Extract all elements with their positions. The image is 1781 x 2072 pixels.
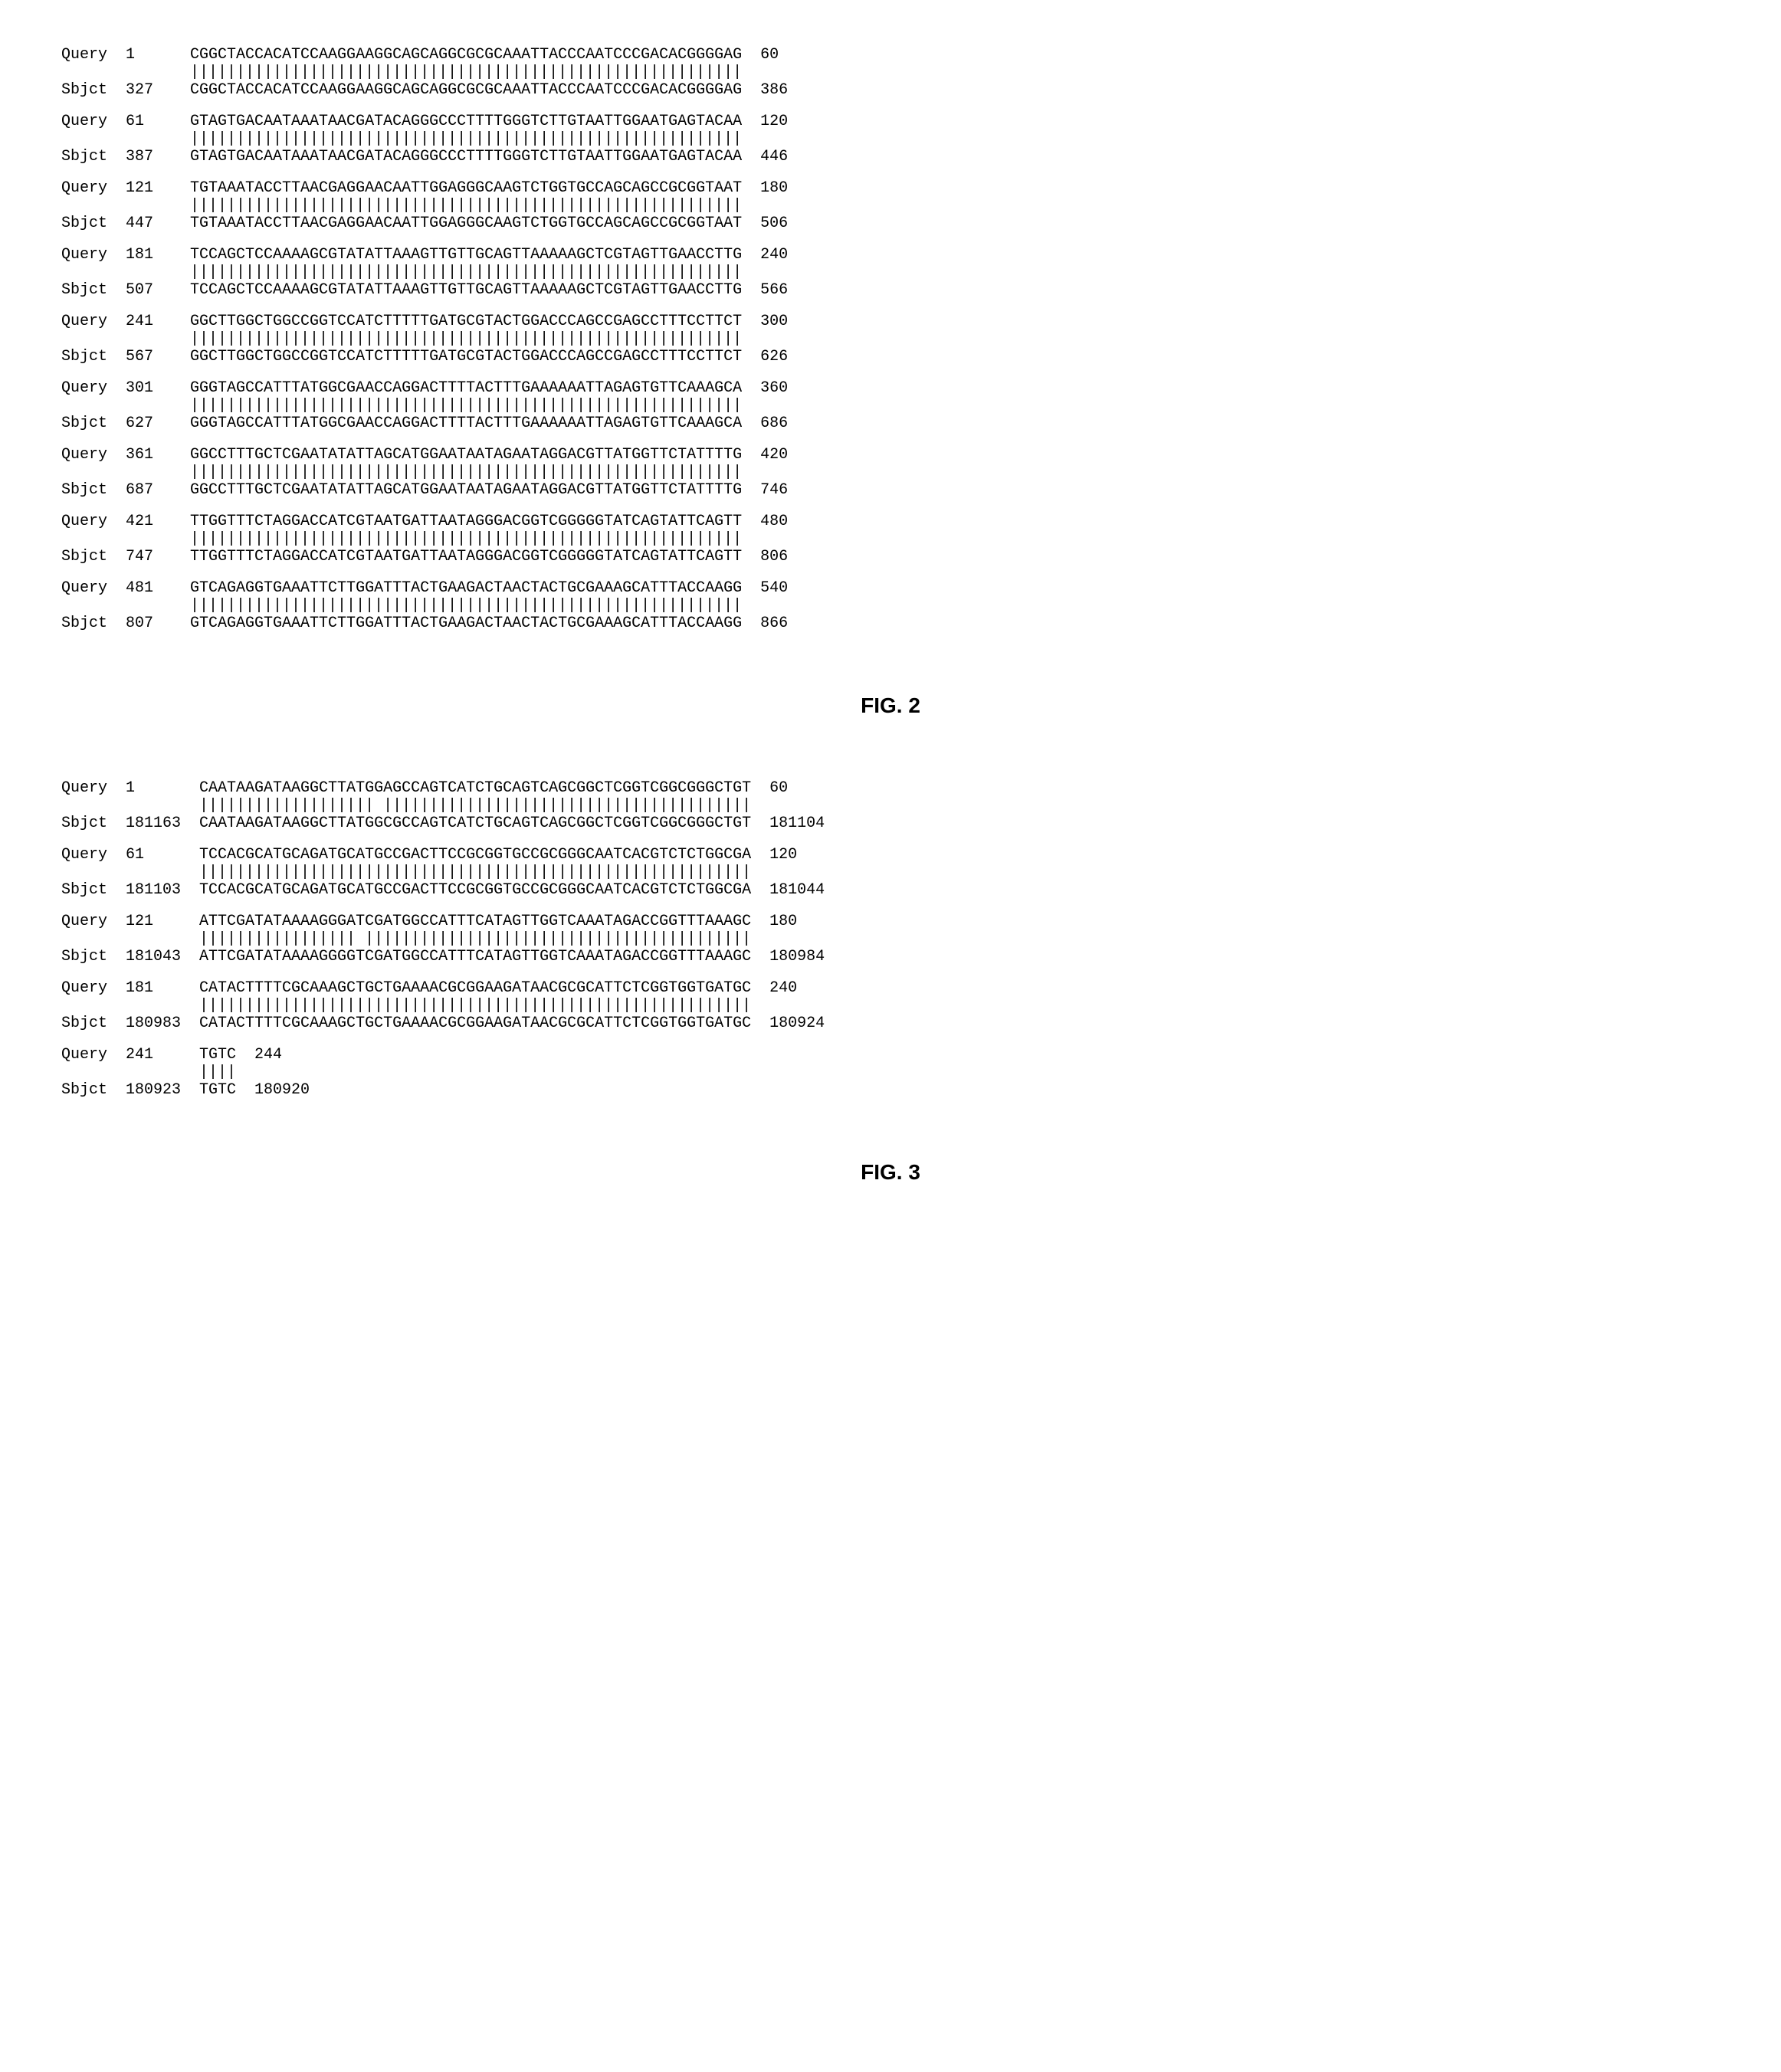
sbjct-line: Sbjct 327 CGGCTACCACATCCAAGGAAGGCAGCAGGC… xyxy=(61,81,1720,99)
query-line: Query 61 GTAGTGACAATAAATAACGATACAGGGCCCT… xyxy=(61,113,1720,130)
alignment-block-fig3: Query 1 CAATAAGATAAGGCTTATGGAGCCAGTCATCT… xyxy=(61,779,1720,1099)
match-line: ||||||||||||||||||||||||||||||||||||||||… xyxy=(61,397,1720,415)
match-line: ||||||||||||||||||||||||||||||||||||||||… xyxy=(61,264,1720,281)
query-line: Query 1 CAATAAGATAAGGCTTATGGAGCCAGTCATCT… xyxy=(61,779,1720,797)
query-line: Query 361 GGCCTTTGCTCGAATATATTAGCATGGAAT… xyxy=(61,446,1720,464)
alignment-pair: Query 241 TGTC 244 ||||Sbjct 180923 TGTC… xyxy=(61,1046,1720,1099)
alignment-pair: Query 181 TCCAGCTCCAAAAGCGTATATTAAAGTTGT… xyxy=(61,246,1720,299)
alignment-pair: Query 301 GGGTAGCCATTTATGGCGAACCAGGACTTT… xyxy=(61,379,1720,432)
sbjct-line: Sbjct 181103 TCCACGCATGCAGATGCATGCCGACTT… xyxy=(61,881,1720,899)
match-line: ||||||||||||||||||||||||||||||||||||||||… xyxy=(61,997,1720,1015)
match-line: ||||||||||||||||||||||||||||||||||||||||… xyxy=(61,197,1720,215)
sbjct-line: Sbjct 181163 CAATAAGATAAGGCTTATGGCGCCAGT… xyxy=(61,815,1720,832)
alignment-pair: Query 421 TTGGTTTCTAGGACCATCGTAATGATTAAT… xyxy=(61,513,1720,566)
query-line: Query 481 GTCAGAGGTGAAATTCTTGGATTTACTGAA… xyxy=(61,579,1720,597)
sbjct-line: Sbjct 180923 TGTC 180920 xyxy=(61,1081,1720,1099)
query-line: Query 301 GGGTAGCCATTTATGGCGAACCAGGACTTT… xyxy=(61,379,1720,397)
query-line: Query 181 CATACTTTTCGCAAAGCTGCTGAAAACGCG… xyxy=(61,979,1720,997)
match-line: ||||||||||||||||||||||||||||||||||||||||… xyxy=(61,64,1720,81)
alignment-pair: Query 241 GGCTTGGCTGGCCGGTCCATCTTTTTGATG… xyxy=(61,313,1720,366)
sbjct-line: Sbjct 627 GGGTAGCCATTTATGGCGAACCAGGACTTT… xyxy=(61,415,1720,432)
sbjct-line: Sbjct 447 TGTAAATACCTTAACGAGGAACAATTGGAG… xyxy=(61,215,1720,232)
query-line: Query 181 TCCAGCTCCAAAAGCGTATATTAAAGTTGT… xyxy=(61,246,1720,264)
alignment-pair: Query 61 GTAGTGACAATAAATAACGATACAGGGCCCT… xyxy=(61,113,1720,166)
query-line: Query 121 ATTCGATATAAAAGGGATCGATGGCCATTT… xyxy=(61,913,1720,930)
alignment-pair: Query 121 TGTAAATACCTTAACGAGGAACAATTGGAG… xyxy=(61,179,1720,232)
query-line: Query 1 CGGCTACCACATCCAAGGAAGGCAGCAGGCGC… xyxy=(61,46,1720,64)
query-line: Query 241 GGCTTGGCTGGCCGGTCCATCTTTTTGATG… xyxy=(61,313,1720,330)
query-line: Query 421 TTGGTTTCTAGGACCATCGTAATGATTAAT… xyxy=(61,513,1720,530)
sbjct-line: Sbjct 807 GTCAGAGGTGAAATTCTTGGATTTACTGAA… xyxy=(61,615,1720,632)
match-line: ||||||||||||||||||||||||||||||||||||||||… xyxy=(61,130,1720,148)
match-line: ||||||||||||||||| ||||||||||||||||||||||… xyxy=(61,930,1720,948)
alignment-pair: Query 1 CGGCTACCACATCCAAGGAAGGCAGCAGGCGC… xyxy=(61,46,1720,99)
match-line: |||| xyxy=(61,1064,1720,1081)
alignment-pair: Query 181 CATACTTTTCGCAAAGCTGCTGAAAACGCG… xyxy=(61,979,1720,1032)
alignment-pair: Query 361 GGCCTTTGCTCGAATATATTAGCATGGAAT… xyxy=(61,446,1720,499)
alignment-pair: Query 121 ATTCGATATAAAAGGGATCGATGGCCATTT… xyxy=(61,913,1720,966)
match-line: ||||||||||||||||||||||||||||||||||||||||… xyxy=(61,864,1720,881)
alignment-block-fig2: Query 1 CGGCTACCACATCCAAGGAAGGCAGCAGGCGC… xyxy=(61,46,1720,632)
figure-2-label: FIG. 2 xyxy=(61,693,1720,718)
match-line: ||||||||||||||||||| ||||||||||||||||||||… xyxy=(61,797,1720,815)
query-line: Query 121 TGTAAATACCTTAACGAGGAACAATTGGAG… xyxy=(61,179,1720,197)
sbjct-line: Sbjct 747 TTGGTTTCTAGGACCATCGTAATGATTAAT… xyxy=(61,548,1720,566)
sbjct-line: Sbjct 507 TCCAGCTCCAAAAGCGTATATTAAAGTTGT… xyxy=(61,281,1720,299)
sbjct-line: Sbjct 181043 ATTCGATATAAAAGGGGTCGATGGCCA… xyxy=(61,948,1720,966)
sbjct-line: Sbjct 567 GGCTTGGCTGGCCGGTCCATCTTTTTGATG… xyxy=(61,348,1720,366)
query-line: Query 241 TGTC 244 xyxy=(61,1046,1720,1064)
match-line: ||||||||||||||||||||||||||||||||||||||||… xyxy=(61,330,1720,348)
query-line: Query 61 TCCACGCATGCAGATGCATGCCGACTTCCGC… xyxy=(61,846,1720,864)
match-line: ||||||||||||||||||||||||||||||||||||||||… xyxy=(61,464,1720,481)
alignment-pair: Query 1 CAATAAGATAAGGCTTATGGAGCCAGTCATCT… xyxy=(61,779,1720,832)
match-line: ||||||||||||||||||||||||||||||||||||||||… xyxy=(61,597,1720,615)
sbjct-line: Sbjct 387 GTAGTGACAATAAATAACGATACAGGGCCC… xyxy=(61,148,1720,166)
sbjct-line: Sbjct 180983 CATACTTTTCGCAAAGCTGCTGAAAAC… xyxy=(61,1015,1720,1032)
sbjct-line: Sbjct 687 GGCCTTTGCTCGAATATATTAGCATGGAAT… xyxy=(61,481,1720,499)
alignment-pair: Query 481 GTCAGAGGTGAAATTCTTGGATTTACTGAA… xyxy=(61,579,1720,632)
figure-3-label: FIG. 3 xyxy=(61,1160,1720,1185)
match-line: ||||||||||||||||||||||||||||||||||||||||… xyxy=(61,530,1720,548)
alignment-pair: Query 61 TCCACGCATGCAGATGCATGCCGACTTCCGC… xyxy=(61,846,1720,899)
